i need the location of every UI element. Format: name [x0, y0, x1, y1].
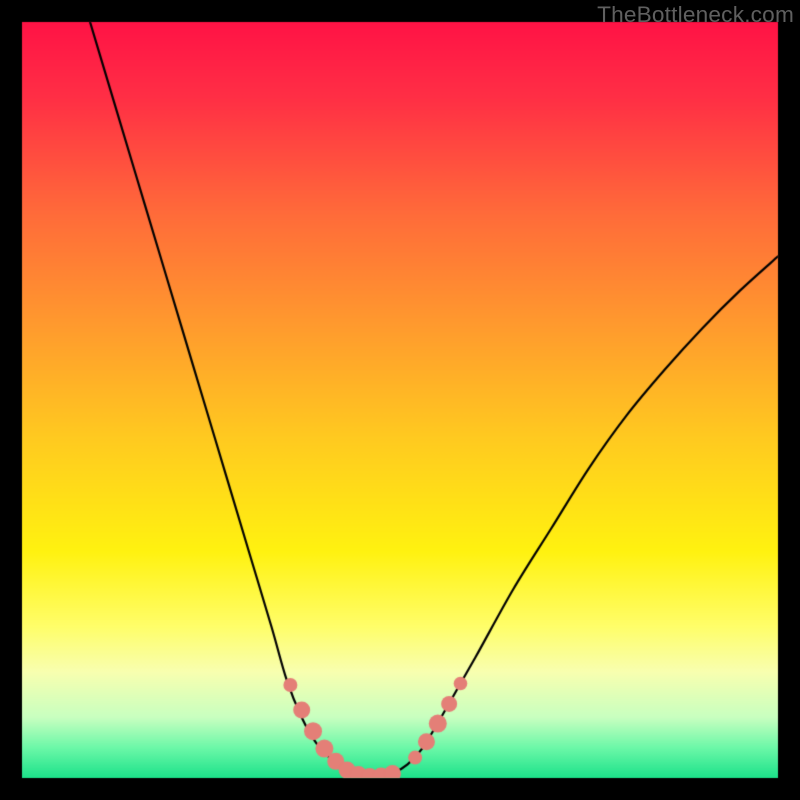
chart-stage: TheBottleneck.com	[0, 0, 800, 800]
watermark-text: TheBottleneck.com	[597, 2, 794, 28]
bottleneck-curve-chart	[0, 0, 800, 800]
